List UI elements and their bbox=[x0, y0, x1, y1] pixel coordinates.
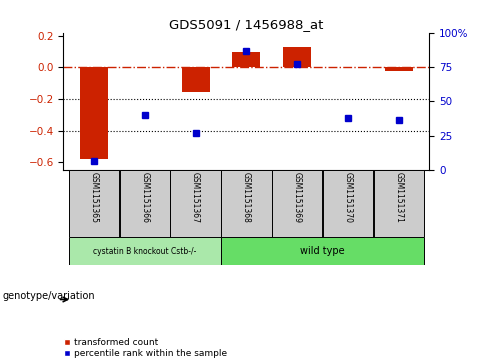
FancyBboxPatch shape bbox=[69, 170, 119, 237]
FancyBboxPatch shape bbox=[170, 170, 221, 237]
FancyBboxPatch shape bbox=[323, 170, 373, 237]
Bar bbox=[80, 68, 108, 159]
FancyBboxPatch shape bbox=[221, 170, 272, 237]
Text: cystatin B knockout Cstb-/-: cystatin B knockout Cstb-/- bbox=[93, 247, 197, 256]
Text: GSM1151366: GSM1151366 bbox=[140, 172, 149, 223]
Text: GSM1151370: GSM1151370 bbox=[344, 172, 353, 223]
Text: GSM1151371: GSM1151371 bbox=[394, 172, 404, 223]
Bar bbox=[385, 68, 413, 71]
Text: GSM1151368: GSM1151368 bbox=[242, 172, 251, 223]
FancyBboxPatch shape bbox=[221, 237, 424, 265]
FancyBboxPatch shape bbox=[272, 170, 323, 237]
Bar bbox=[284, 47, 311, 68]
Bar bbox=[131, 67, 159, 68]
Text: GSM1151367: GSM1151367 bbox=[191, 172, 200, 223]
Text: GSM1151365: GSM1151365 bbox=[89, 172, 99, 223]
Text: wild type: wild type bbox=[301, 246, 345, 256]
FancyBboxPatch shape bbox=[374, 170, 424, 237]
Legend: transformed count, percentile rank within the sample: transformed count, percentile rank withi… bbox=[63, 338, 227, 359]
FancyBboxPatch shape bbox=[120, 170, 170, 237]
FancyBboxPatch shape bbox=[69, 237, 221, 265]
Title: GDS5091 / 1456988_at: GDS5091 / 1456988_at bbox=[169, 19, 324, 32]
Text: GSM1151369: GSM1151369 bbox=[293, 172, 302, 223]
Text: genotype/variation: genotype/variation bbox=[2, 291, 95, 301]
Bar bbox=[232, 52, 261, 68]
Bar bbox=[182, 68, 209, 92]
